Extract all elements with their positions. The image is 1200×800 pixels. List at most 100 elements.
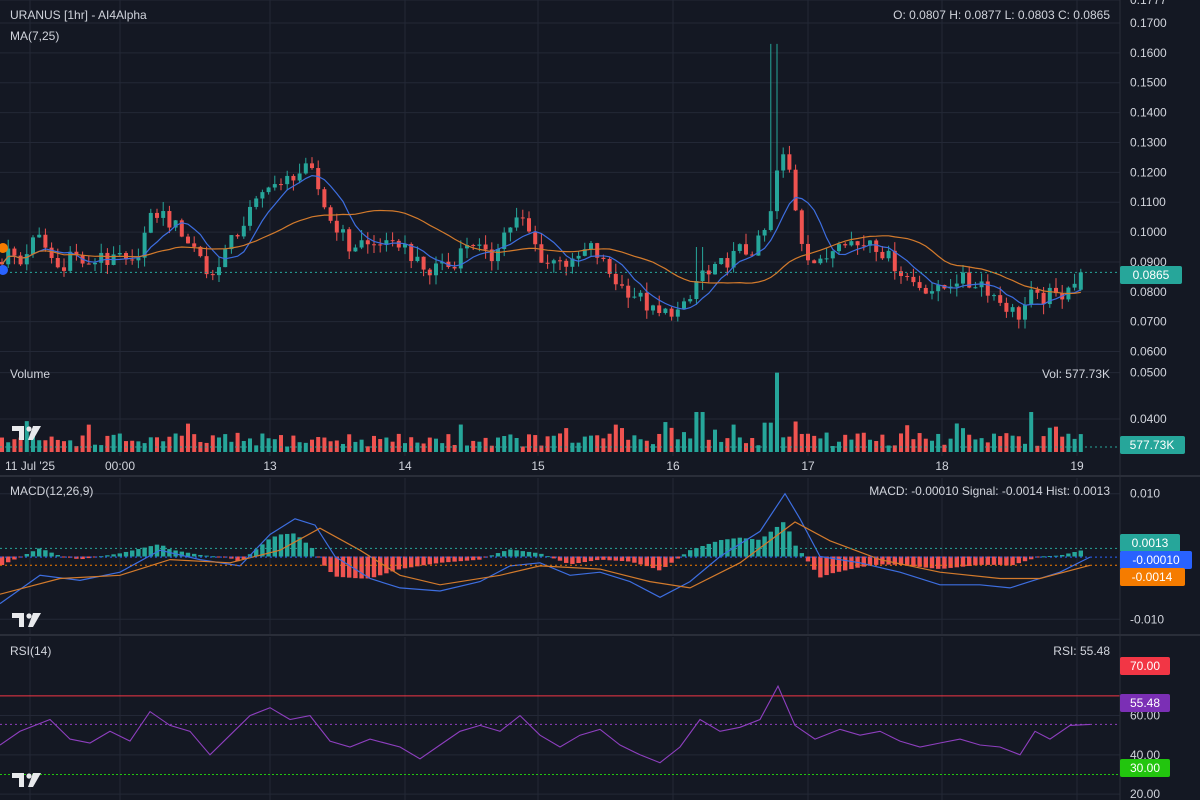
candle-body [347, 229, 352, 252]
macd-histogram-bar [1072, 552, 1077, 557]
time-tick-label: 16 [666, 459, 680, 473]
candle-body [737, 244, 742, 251]
macd-histogram-bar [564, 556, 569, 563]
candle-body [824, 258, 829, 260]
volume-bar [570, 442, 575, 452]
macd-histogram-bar [619, 556, 625, 562]
volume-bar [167, 436, 172, 452]
rsi-tick-label: 40.00 [1130, 748, 1160, 762]
candle-body [334, 220, 339, 233]
volume-bar [744, 443, 748, 452]
candle-body [781, 154, 786, 171]
symbol-label: URANUS [1hr] - AI4Alpha [10, 8, 147, 22]
macd-histogram-bar [1029, 556, 1034, 560]
candle-body [279, 184, 283, 186]
macd-histogram-bar [520, 551, 525, 557]
volume-bar [279, 435, 283, 452]
macd-histogram-bar [371, 556, 377, 578]
candle-body [564, 260, 569, 267]
candle-body [601, 257, 606, 259]
macd-label: MACD: -0.00010 Signal: -0.0014 Hist: 0.0… [869, 484, 1110, 498]
macd-histogram-bar [433, 556, 439, 564]
volume-bar [787, 436, 792, 452]
macd-histogram-bar [74, 556, 79, 559]
candle-body [465, 245, 469, 249]
macd-histogram-bar [793, 545, 798, 557]
macd-histogram-bar [551, 556, 556, 559]
axis-layer: 0.1777 0.1700 0.1600 0.1500 0.1400 0.1300 0.12… [5, 0, 1167, 800]
volume-bar [1004, 433, 1009, 452]
volume-bar [632, 435, 637, 452]
macd-tick-label: -0.010 [1130, 612, 1164, 626]
macd-histogram-bar [1078, 550, 1083, 557]
volume-bar [86, 424, 91, 452]
macd-signal-line [0, 521, 1091, 595]
candle-body [74, 251, 79, 256]
volume-bar [161, 441, 166, 452]
candle-body [954, 283, 959, 287]
macd-hist-badge [1120, 534, 1180, 552]
volume-bar [173, 433, 178, 452]
candle-body [1054, 287, 1058, 294]
macd-histogram-bar [533, 552, 538, 557]
macd-histogram-bar [309, 548, 315, 557]
volume-bar [359, 439, 364, 452]
rsi-line [0, 684, 1091, 764]
volume-bar [601, 438, 606, 452]
volume-bar [105, 435, 110, 452]
macd-histogram-bar [111, 554, 116, 557]
volume-bar [192, 434, 197, 452]
volume-bar [24, 421, 29, 452]
volume-bar [706, 439, 711, 452]
candle-body [626, 285, 631, 298]
candle-body [496, 248, 500, 262]
macd-histogram-bar [185, 552, 191, 557]
macd-histogram-bar [898, 556, 904, 565]
candle-body [260, 192, 265, 199]
candle-body [812, 260, 817, 264]
macd-histogram-bar [669, 556, 674, 563]
candle-body [713, 263, 717, 275]
price-tick-label: 0.1400 [1130, 106, 1167, 120]
series-layer [0, 43, 1120, 775]
macd-histogram-bar [836, 556, 842, 572]
macd-histogram-bar [849, 556, 854, 570]
macd-histogram-bar [979, 556, 984, 565]
candle-body [669, 308, 674, 317]
volume-bar [651, 444, 655, 452]
candle-body [130, 259, 135, 261]
candle-body [186, 236, 190, 244]
candle-body [155, 212, 159, 218]
volume-bar [458, 424, 463, 452]
macd-histogram-bar [638, 556, 643, 565]
macd-histogram-bar [123, 551, 129, 557]
macd-histogram-bar [1016, 556, 1021, 564]
volume-bar [1072, 438, 1077, 452]
volume-bar [886, 445, 891, 452]
candle-body [161, 211, 166, 218]
candle-body [452, 267, 457, 269]
macd-histogram-bar [657, 556, 662, 571]
volume-bar [483, 437, 488, 452]
volume-bar [1054, 426, 1058, 452]
macd-histogram-bar [694, 548, 699, 557]
volume-bar [446, 434, 451, 452]
candle-body [248, 206, 252, 226]
macd-histogram-bar [340, 556, 346, 578]
rsi-label: RSI: 55.48 [1053, 644, 1110, 658]
macd-histogram-bar [539, 553, 544, 557]
macd-histogram-bar [595, 556, 600, 561]
macd-histogram-bar [750, 539, 755, 557]
macd-histogram-bar [911, 556, 916, 567]
macd-histogram-bar [545, 556, 550, 558]
last-price-badge [1120, 266, 1182, 284]
macd-histogram-bar [440, 556, 445, 563]
volume-bar [880, 434, 885, 452]
rsi-tick-label: 60.00 [1130, 709, 1160, 723]
macd-histogram-bar [799, 553, 804, 557]
rsi-tick-label: 20.00 [1130, 787, 1160, 800]
volume-bar [626, 439, 631, 452]
macd-histogram-bar [179, 551, 184, 557]
volume-bar [1047, 427, 1052, 452]
volume-bar [62, 441, 66, 452]
